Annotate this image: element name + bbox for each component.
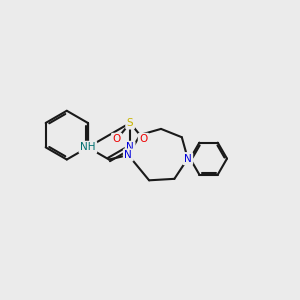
Text: O: O bbox=[139, 134, 148, 144]
Text: S: S bbox=[127, 118, 134, 128]
Text: NH: NH bbox=[80, 142, 96, 152]
Text: O: O bbox=[112, 134, 121, 144]
Text: N: N bbox=[126, 142, 134, 152]
Text: N: N bbox=[184, 154, 192, 164]
Text: N: N bbox=[124, 150, 132, 160]
